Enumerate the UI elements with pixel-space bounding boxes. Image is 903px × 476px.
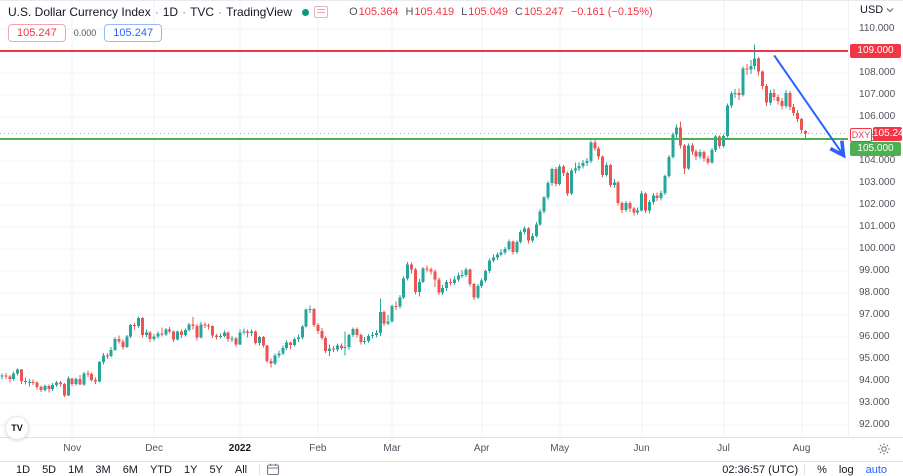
support-price-label: 105.000 <box>850 141 901 156</box>
buy-button[interactable]: 105.247 <box>104 24 163 42</box>
currency-label: USD <box>860 4 884 16</box>
month-label: Jul <box>717 443 730 454</box>
legend-chart-icon[interactable] <box>314 6 329 18</box>
price-tick: 110.000 <box>859 23 895 34</box>
chevron-down-icon <box>886 8 894 13</box>
price-tick: 98.000 <box>859 287 890 298</box>
bottom-toolbar: 1D 5D 1M 3M 6M YTD 1Y 5Y All 02:36:57 (UTC) % lo… <box>0 461 903 476</box>
price-tick: 96.000 <box>859 331 890 342</box>
resistance-price-label: 109.000 <box>850 44 901 58</box>
price-tick: 108.000 <box>859 67 896 78</box>
range-button-5d[interactable]: 5D <box>36 464 62 476</box>
tradingview-logo[interactable]: TV <box>5 416 29 440</box>
time-axis[interactable]: Nov Dec 2022 Feb Mar Apr May Jun Jul Aug <box>0 437 903 462</box>
sell-button[interactable]: 105.247 <box>8 24 66 42</box>
last-price-label: 105.247 <box>873 126 903 141</box>
range-button-5y[interactable]: 5Y <box>203 464 228 476</box>
log-scale-button[interactable]: log <box>833 464 860 476</box>
clock-utc[interactable]: 02:36:57 (UTC) <box>722 463 799 476</box>
timeframe-label: 1D <box>162 5 179 19</box>
change-value: −0.161 (−0.15%) <box>570 6 653 18</box>
ohlc-label: C <box>515 6 523 18</box>
price-tick: 93.000 <box>859 397 890 408</box>
settings-gear-icon[interactable] <box>877 442 891 456</box>
separator: · <box>218 5 223 19</box>
separator: · <box>154 5 159 19</box>
separator: · <box>182 5 187 19</box>
month-label: Mar <box>383 443 401 454</box>
chart-canvas <box>0 1 848 437</box>
symbol-legend: U.S. Dollar Currency Index · 1D · TVC · … <box>8 5 653 42</box>
price-tick: 100.000 <box>859 243 896 254</box>
price-tick: 104.000 <box>859 155 896 166</box>
spread-value: 0.000 <box>73 28 97 38</box>
market-status-dot-icon <box>302 8 310 16</box>
price-tick: 103.000 <box>859 177 896 188</box>
range-button-1y[interactable]: 1Y <box>178 464 203 476</box>
platform-label: TradingView <box>226 5 293 19</box>
toolbar-divider <box>259 464 261 475</box>
price-tick: 99.000 <box>859 265 890 276</box>
currency-selector[interactable]: USD <box>860 4 894 16</box>
price-tick: 106.000 <box>859 111 896 122</box>
toolbar-divider <box>804 464 806 475</box>
month-label: Aug <box>792 443 811 454</box>
ohlc-label: O <box>349 6 358 18</box>
percent-scale-button[interactable]: % <box>811 464 833 476</box>
range-buttons: 1D 5D 1M 3M 6M YTD 1Y 5Y All <box>10 464 253 476</box>
price-tick: 102.000 <box>859 199 896 210</box>
ohlc-label: L <box>461 6 468 18</box>
month-label: Nov <box>63 443 82 454</box>
month-label: Dec <box>145 443 163 454</box>
trade-panel: 105.247 0.000 105.247 <box>8 24 653 42</box>
range-button-all[interactable]: All <box>229 464 253 476</box>
range-button-1m[interactable]: 1M <box>62 464 89 476</box>
price-tick: 92.000 <box>859 419 890 430</box>
ohlc-values: O 105.364 H 105.419 L 105.049 C 105.247 −0.161 (… <box>342 6 653 18</box>
range-button-6m[interactable]: 6M <box>117 464 144 476</box>
price-axis[interactable]: USD 110.000 109.000 108.000 107.000 106.000 1… <box>848 1 903 437</box>
price-tick: 94.000 <box>859 375 890 386</box>
price-tick: 97.000 <box>859 309 890 320</box>
month-label: 2022 <box>228 443 252 454</box>
month-label: Apr <box>473 443 490 454</box>
symbol-title[interactable]: U.S. Dollar Currency Index <box>8 5 151 19</box>
ohlc-label: H <box>405 6 414 18</box>
range-button-3m[interactable]: 3M <box>89 464 116 476</box>
go-to-date-icon[interactable] <box>266 463 281 476</box>
range-button-ytd[interactable]: YTD <box>144 464 178 476</box>
price-tick: 101.000 <box>859 221 896 232</box>
exchange-label: TVC <box>190 5 215 19</box>
ohlc-value: 105.049 <box>468 6 509 18</box>
month-label: May <box>550 443 570 454</box>
range-button-1d[interactable]: 1D <box>10 464 36 476</box>
ohlc-value: 105.247 <box>524 6 564 18</box>
ohlc-value: 105.364 <box>358 6 399 18</box>
month-label: Jun <box>633 443 650 454</box>
auto-scale-button[interactable]: auto <box>860 464 893 476</box>
ohlc-value: 105.419 <box>414 6 455 18</box>
month-label: Feb <box>309 443 327 454</box>
symbol-tag-label: DXY <box>850 127 872 142</box>
price-tick: 95.000 <box>859 353 890 364</box>
candlestick-chart[interactable] <box>0 1 848 437</box>
price-tick: 107.000 <box>859 89 896 100</box>
